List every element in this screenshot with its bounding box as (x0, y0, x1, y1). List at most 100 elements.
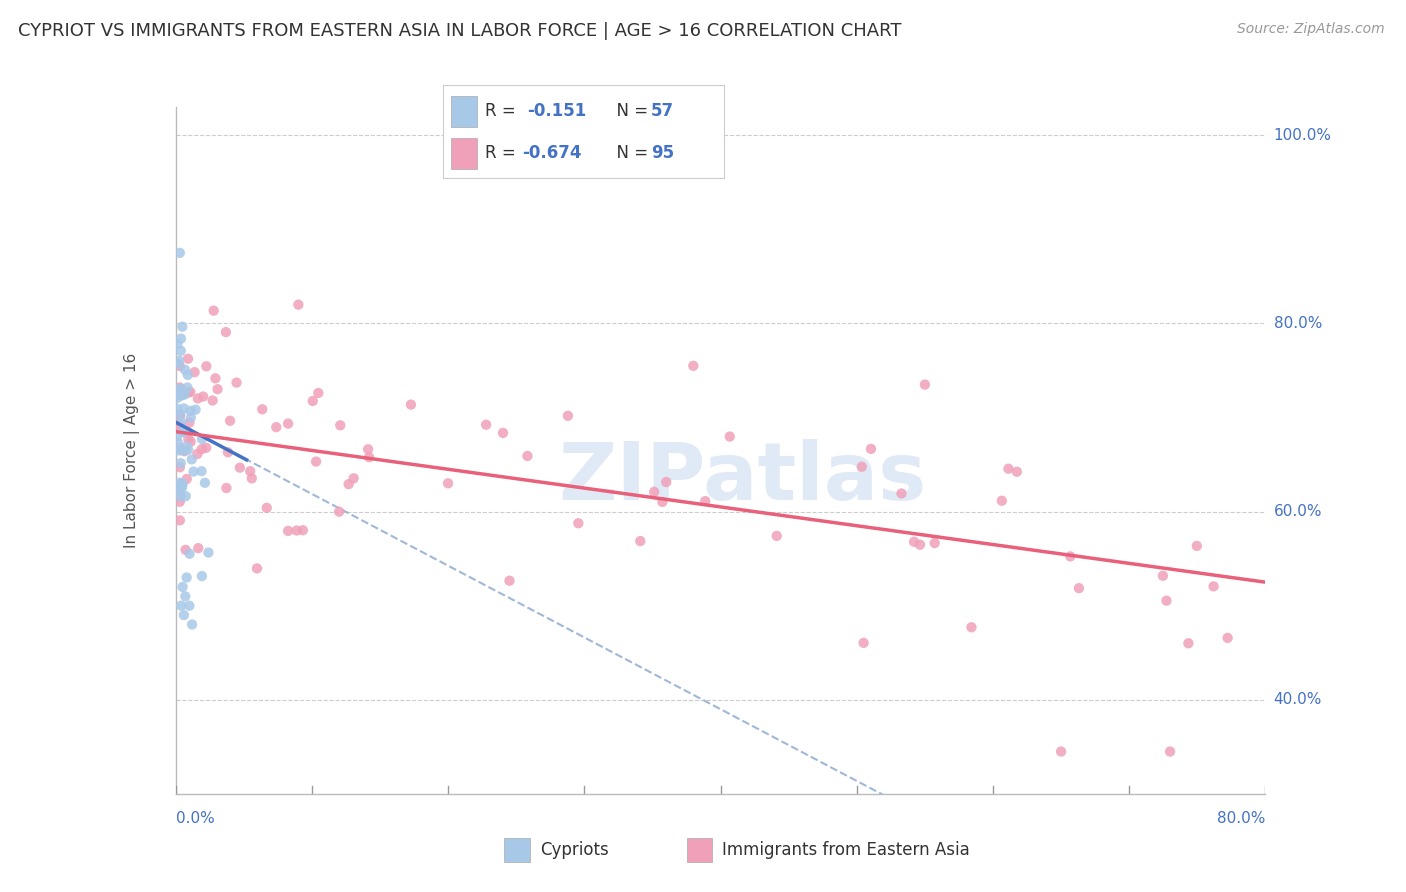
Point (170, 383, 193, 397)
Point (399, 398, 422, 412)
Point (187, 392, 209, 406)
Point (1059, 549, 1081, 564)
Point (169, 245, 191, 260)
Point (173, 443, 195, 458)
Point (252, 402, 274, 417)
Point (651, 495, 673, 509)
Bar (505, 838, 530, 862)
Point (166, 336, 188, 351)
Text: 80.0%: 80.0% (1218, 811, 1265, 826)
Text: ZIPatlas: ZIPatlas (558, 439, 927, 517)
Point (328, 505, 350, 519)
Point (695, 494, 717, 508)
Point (567, 516, 589, 531)
Point (176, 472, 198, 486)
Point (180, 452, 202, 467)
Point (187, 541, 209, 555)
Point (1152, 568, 1174, 582)
Point (343, 471, 366, 485)
Point (207, 382, 229, 396)
Point (194, 475, 217, 490)
Text: 95: 95 (651, 145, 673, 162)
Point (190, 442, 212, 457)
Point (169, 513, 191, 527)
Point (176, 380, 198, 394)
Point (170, 423, 193, 437)
Point (172, 319, 194, 334)
Point (169, 407, 191, 421)
Point (169, 409, 191, 423)
Point (256, 500, 278, 515)
Point (173, 608, 195, 623)
Point (166, 401, 188, 416)
Point (204, 371, 226, 385)
Point (1159, 745, 1181, 759)
Bar (451, 96, 477, 127)
Point (246, 561, 269, 575)
Point (176, 570, 198, 584)
Point (170, 332, 193, 346)
Point (277, 417, 299, 431)
Point (225, 376, 247, 390)
Text: In Labor Force | Age > 16: In Labor Force | Age > 16 (124, 353, 141, 548)
Point (643, 484, 665, 499)
Point (180, 434, 202, 449)
Point (177, 432, 200, 446)
Point (277, 524, 299, 538)
Point (219, 414, 242, 428)
Point (169, 490, 191, 504)
Point (180, 410, 202, 425)
Point (190, 464, 212, 478)
Point (628, 534, 651, 549)
Point (170, 343, 193, 358)
Point (516, 449, 538, 463)
Point (492, 425, 515, 440)
Point (903, 534, 925, 549)
Bar (451, 138, 477, 169)
Point (307, 386, 329, 401)
Point (217, 445, 239, 459)
Text: 57: 57 (651, 102, 673, 120)
Point (170, 599, 193, 613)
Point (179, 599, 201, 613)
Point (1156, 593, 1178, 607)
Point (215, 481, 238, 495)
Point (169, 441, 191, 455)
Point (191, 432, 214, 446)
Point (718, 429, 741, 443)
Point (264, 420, 287, 434)
Point (169, 380, 191, 394)
Text: N =: N = (606, 145, 654, 162)
Point (173, 444, 195, 458)
Point (173, 387, 195, 401)
Point (924, 536, 946, 550)
Point (1202, 579, 1225, 593)
Point (172, 580, 194, 594)
Point (167, 483, 190, 498)
Text: -0.674: -0.674 (522, 145, 581, 162)
Point (172, 476, 194, 491)
Point (167, 436, 190, 450)
Point (166, 442, 188, 457)
Point (167, 357, 190, 371)
Point (166, 391, 188, 405)
Point (1005, 465, 1028, 479)
Point (305, 454, 328, 468)
Point (176, 439, 198, 453)
Point (215, 325, 238, 339)
Text: -0.151: -0.151 (527, 102, 586, 120)
Point (1050, 745, 1073, 759)
Point (184, 402, 207, 417)
Point (991, 493, 1014, 508)
Point (170, 415, 193, 429)
Point (195, 359, 218, 374)
Point (186, 447, 208, 461)
Text: Immigrants from Eastern Asia: Immigrants from Eastern Asia (723, 841, 970, 859)
Point (177, 385, 200, 400)
Text: Cypriots: Cypriots (540, 841, 609, 859)
Point (172, 387, 194, 401)
Point (557, 409, 579, 423)
Point (201, 393, 224, 408)
Point (169, 475, 191, 490)
Point (240, 471, 263, 485)
